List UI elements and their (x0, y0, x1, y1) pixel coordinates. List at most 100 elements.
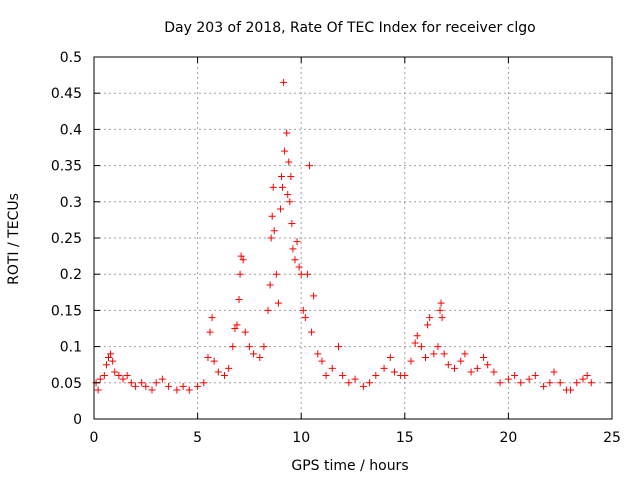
data-point (264, 306, 272, 314)
y-tick-label: 0.4 (60, 122, 82, 138)
x-tick-label: 5 (193, 430, 202, 446)
data-point (334, 343, 342, 351)
data-point (504, 375, 512, 383)
y-tick-label: 0.25 (51, 231, 82, 247)
data-point (579, 375, 587, 383)
data-point (380, 364, 388, 372)
x-tick-label: 0 (90, 430, 99, 446)
data-point (94, 386, 102, 394)
data-point (239, 256, 247, 264)
x-tick-label: 20 (499, 430, 517, 446)
y-tick-labels: 0 0.05 0.1 0.15 0.2 0.25 0.3 0.35 0.4 0.45 0.5 (51, 50, 82, 428)
data-point (279, 183, 287, 191)
data-point (231, 325, 239, 332)
y-tick-label: 0.5 (60, 50, 82, 66)
data-point (308, 328, 316, 336)
tick-marks (93, 56, 613, 420)
data-point (123, 372, 131, 380)
data-point (236, 270, 244, 278)
data-point (517, 379, 525, 387)
data-point (288, 220, 296, 228)
data-point (390, 368, 398, 376)
data-point (237, 252, 245, 260)
data-point (179, 382, 187, 390)
data-point (131, 382, 139, 390)
data-point (386, 353, 394, 361)
data-point (366, 379, 374, 387)
data-point (256, 353, 264, 361)
y-tick-label: 0 (73, 412, 82, 428)
y-tick-label: 0.15 (51, 303, 82, 319)
data-point (550, 368, 558, 376)
data-point (289, 245, 297, 253)
x-tick-labels: 0 5 10 15 20 25 (90, 430, 621, 446)
data-point (531, 372, 539, 380)
data-point (451, 364, 459, 372)
data-point (467, 368, 475, 376)
data-point (158, 375, 166, 383)
data-point (303, 270, 311, 278)
data-point (260, 343, 268, 351)
data-point (314, 350, 322, 358)
y-tick-label: 0.1 (60, 340, 82, 356)
data-point (297, 270, 305, 278)
data-point (424, 321, 432, 329)
data-point (295, 263, 303, 271)
data-point (473, 364, 481, 372)
data-point (221, 372, 229, 380)
data-point (200, 379, 208, 387)
data-point (299, 306, 307, 314)
data-point (274, 299, 282, 307)
data-point (291, 256, 299, 264)
data-point (438, 314, 446, 322)
data-point (266, 281, 274, 289)
data-point (480, 353, 488, 361)
data-point (284, 191, 292, 199)
data-point (286, 198, 294, 206)
data-point (583, 372, 591, 380)
data-point (214, 368, 222, 376)
data-point (225, 364, 233, 372)
data-point (546, 379, 554, 387)
data-point (272, 270, 280, 278)
data-point (372, 372, 380, 380)
data-point (318, 357, 326, 365)
data-point (105, 353, 113, 361)
data-point (287, 172, 295, 180)
data-point (461, 350, 469, 358)
data-point (359, 382, 367, 390)
data-point (417, 343, 425, 351)
data-point (233, 321, 241, 329)
data-point (434, 343, 442, 351)
y-tick-label: 0.45 (51, 86, 82, 102)
data-point (322, 372, 330, 380)
data-points (92, 78, 595, 394)
data-point (138, 379, 146, 387)
y-tick-label: 0.2 (60, 267, 82, 283)
y-tick-label: 0.05 (51, 376, 82, 392)
data-point (267, 234, 275, 242)
data-point (270, 227, 278, 235)
data-point (100, 372, 108, 380)
data-point (280, 78, 288, 86)
data-point (206, 328, 214, 336)
data-point (430, 350, 438, 358)
grid-lines (94, 57, 612, 419)
data-point (540, 382, 548, 390)
data-point (229, 343, 237, 351)
data-point (305, 162, 313, 170)
data-point (351, 375, 359, 383)
data-point (235, 296, 243, 304)
data-point (281, 147, 289, 155)
x-tick-label: 10 (292, 430, 310, 446)
data-point (426, 314, 434, 322)
data-point (250, 350, 258, 358)
data-point (407, 357, 415, 365)
data-point (310, 292, 318, 300)
data-point (457, 357, 465, 365)
data-point (556, 379, 564, 387)
data-point (567, 386, 575, 394)
data-point (285, 158, 293, 166)
data-point (525, 375, 533, 383)
data-point (413, 332, 421, 340)
